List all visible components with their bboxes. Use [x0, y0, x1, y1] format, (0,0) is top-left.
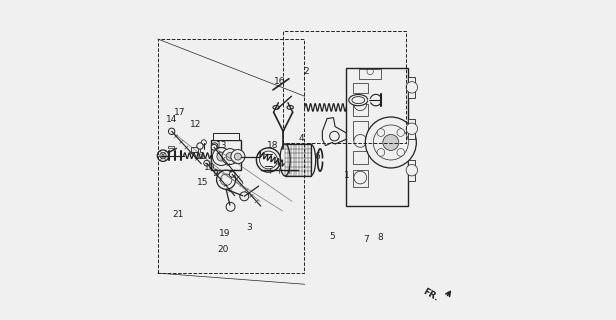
Circle shape: [231, 149, 245, 164]
Text: 6: 6: [314, 152, 320, 161]
Circle shape: [221, 174, 232, 186]
Polygon shape: [322, 118, 346, 146]
Circle shape: [397, 129, 405, 136]
Text: 4: 4: [298, 134, 304, 143]
Circle shape: [365, 117, 416, 168]
Circle shape: [330, 131, 339, 141]
Circle shape: [406, 82, 418, 93]
Text: 2: 2: [304, 67, 309, 76]
Text: 8: 8: [378, 233, 384, 242]
Circle shape: [373, 125, 408, 160]
Text: 9: 9: [212, 169, 218, 178]
Text: 5: 5: [329, 232, 334, 241]
Ellipse shape: [280, 144, 290, 176]
Circle shape: [256, 148, 281, 172]
Text: 17: 17: [174, 108, 185, 117]
Circle shape: [406, 164, 418, 176]
Polygon shape: [320, 156, 326, 164]
Bar: [211, 140, 241, 170]
Circle shape: [160, 153, 166, 159]
Text: 21: 21: [172, 210, 184, 219]
Circle shape: [211, 143, 218, 149]
Ellipse shape: [318, 149, 323, 171]
Text: 11: 11: [195, 152, 206, 161]
Ellipse shape: [349, 94, 368, 106]
Bar: [213, 133, 238, 140]
Circle shape: [259, 151, 277, 169]
Text: 12: 12: [190, 120, 201, 129]
Circle shape: [226, 153, 234, 161]
Circle shape: [204, 160, 209, 166]
Circle shape: [377, 148, 385, 156]
Circle shape: [354, 134, 367, 147]
Text: 19: 19: [219, 229, 230, 238]
Text: 13: 13: [216, 141, 227, 150]
Ellipse shape: [352, 97, 365, 104]
Bar: [168, 146, 174, 148]
Bar: [352, 151, 368, 164]
Circle shape: [201, 140, 206, 145]
Text: 18: 18: [267, 141, 278, 150]
Circle shape: [213, 148, 230, 165]
Circle shape: [211, 144, 217, 150]
Bar: [352, 170, 368, 187]
Bar: [408, 119, 415, 139]
Circle shape: [240, 192, 249, 201]
Circle shape: [168, 128, 175, 134]
Bar: [191, 147, 198, 152]
Text: FR.: FR.: [421, 287, 440, 303]
Circle shape: [235, 153, 241, 160]
Circle shape: [370, 94, 381, 106]
Circle shape: [354, 98, 367, 111]
Bar: [359, 69, 381, 79]
Circle shape: [377, 129, 385, 136]
Circle shape: [383, 134, 399, 150]
Circle shape: [354, 171, 367, 184]
Bar: [408, 77, 415, 98]
Ellipse shape: [306, 144, 315, 176]
Text: 3: 3: [246, 223, 252, 232]
Text: 1: 1: [344, 171, 350, 180]
Circle shape: [217, 170, 236, 189]
Text: 14: 14: [166, 115, 177, 124]
Circle shape: [217, 152, 226, 161]
Circle shape: [226, 202, 235, 211]
Polygon shape: [346, 68, 408, 206]
Text: 7: 7: [363, 235, 369, 244]
Text: 16: 16: [274, 77, 286, 86]
Text: 10: 10: [203, 164, 215, 172]
Circle shape: [397, 148, 405, 156]
Bar: [408, 160, 415, 181]
Bar: [285, 144, 310, 176]
Bar: [352, 83, 368, 93]
Circle shape: [197, 143, 203, 149]
Bar: [352, 122, 368, 140]
Circle shape: [406, 123, 418, 134]
Circle shape: [157, 150, 169, 161]
Circle shape: [222, 148, 238, 164]
Circle shape: [229, 172, 235, 177]
Text: 20: 20: [217, 245, 229, 254]
Bar: [352, 104, 368, 116]
Text: 15: 15: [197, 179, 209, 188]
